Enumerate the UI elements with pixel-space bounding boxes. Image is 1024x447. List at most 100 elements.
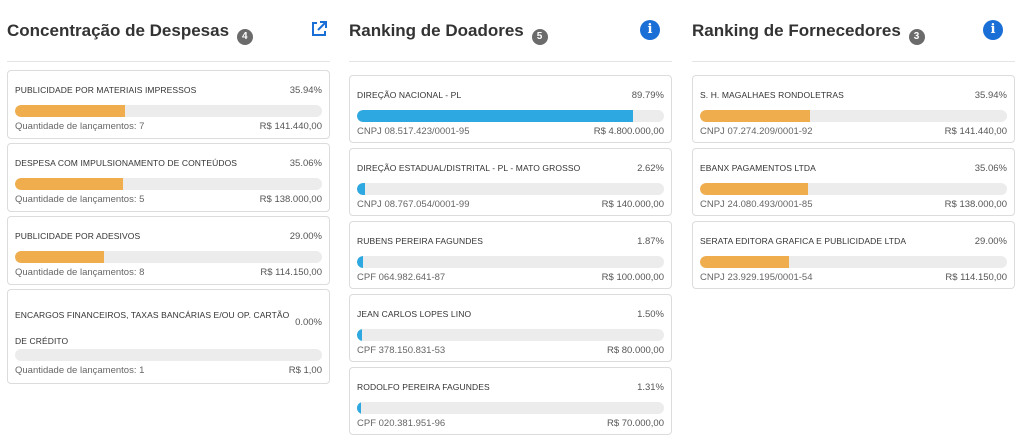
card-name: SERATA EDITORA GRAFICA E PUBLICIDADE LTD… [700, 236, 907, 246]
external-link-icon[interactable] [310, 20, 330, 40]
doadores-title-text: Ranking de Doadores [349, 21, 524, 40]
doador-card: RUBENS PEREIRA FAGUNDES 1.87% CPF 064.98… [349, 221, 672, 289]
card-percent: 29.00% [974, 236, 1007, 247]
progress-fill [15, 251, 105, 263]
doadores-title: Ranking de Doadores 5 [349, 21, 548, 45]
card-document: CPF 020.381.951-96 [357, 418, 446, 429]
card-name: DESPESA COM IMPULSIONAMENTO DE CONTEÚDOS [15, 158, 238, 168]
doadores-count-badge: 5 [531, 29, 548, 45]
progress-bar [357, 402, 664, 414]
card-amount: R$ 4.800.000,00 [593, 126, 664, 137]
card-percent: 35.94% [289, 85, 322, 96]
doador-card: DIREÇÃO ESTADUAL/DISTRITAL - PL - MATO G… [349, 148, 672, 216]
card-amount: R$ 114.150,00 [260, 267, 322, 278]
card-amount: R$ 1,00 [288, 365, 322, 376]
card-document: CPF 064.982.641-87 [357, 272, 446, 283]
card-name: DIREÇÃO ESTADUAL/DISTRITAL - PL - MATO G… [357, 163, 581, 173]
despesas-title: Concentração de Despesas 4 [7, 21, 253, 45]
card-name: S. H. MAGALHAES RONDOLETRAS [700, 90, 844, 100]
progress-fill [700, 110, 811, 122]
card-document: CNPJ 08.767.054/0001-99 [357, 199, 470, 210]
progress-fill [700, 256, 790, 268]
card-percent: 89.79% [631, 90, 664, 101]
progress-fill [15, 178, 123, 190]
card-name: PUBLICIDADE POR MATERIAIS IMPRESSOS [15, 85, 197, 95]
card-document: CNPJ 08.517.423/0001-95 [357, 126, 470, 137]
doador-card: JEAN CARLOS LOPES LINO 1.50% CPF 378.150… [349, 294, 672, 362]
progress-bar [700, 183, 1007, 195]
despesa-card: PUBLICIDADE POR ADESIVOS 29.00% Quantida… [7, 216, 330, 285]
progress-bar [15, 105, 322, 117]
card-percent: 0.00% [295, 317, 322, 328]
card-name: JEAN CARLOS LOPES LINO [357, 309, 472, 319]
card-name: RUBENS PEREIRA FAGUNDES [357, 236, 484, 246]
fornecedores-title: Ranking de Fornecedores 3 [692, 21, 925, 45]
progress-bar [15, 251, 322, 263]
card-percent: 35.94% [974, 90, 1007, 101]
card-name: ENCARGOS FINANCEIROS, TAXAS BANCÁRIAS E/… [15, 310, 290, 346]
progress-fill [357, 110, 633, 122]
despesa-card: ENCARGOS FINANCEIROS, TAXAS BANCÁRIAS E/… [7, 289, 330, 384]
fornecedor-card: EBANX PAGAMENTOS LTDA 35.06% CNPJ 24.080… [692, 148, 1015, 216]
card-name: PUBLICIDADE POR ADESIVOS [15, 231, 141, 241]
card-amount: R$ 100.000,00 [601, 272, 664, 283]
card-name: DIREÇÃO NACIONAL - PL [357, 90, 462, 100]
progress-fill [357, 329, 362, 341]
doadores-panel: Ranking de Doadores 5 i [349, 0, 672, 62]
card-document: CNPJ 07.274.209/0001-92 [700, 126, 813, 137]
doador-card: RODOLFO PEREIRA FAGUNDES 1.31% CPF 020.3… [349, 367, 672, 435]
progress-bar [700, 256, 1007, 268]
despesas-header: Concentração de Despesas 4 [7, 0, 330, 62]
despesas-count-badge: 4 [236, 29, 253, 45]
card-count: Quantidade de lançamentos: 7 [15, 121, 145, 132]
progress-bar [15, 349, 322, 361]
progress-bar [357, 110, 664, 122]
card-percent: 1.31% [637, 382, 664, 393]
card-amount: R$ 138.000,00 [944, 199, 1007, 210]
card-percent: 35.06% [289, 158, 322, 169]
card-document: CNPJ 23.929.195/0001-54 [700, 272, 813, 283]
doadores-header: Ranking de Doadores 5 i [349, 0, 672, 62]
card-amount: R$ 141.440,00 [259, 121, 322, 132]
card-count: Quantidade de lançamentos: 8 [15, 267, 145, 278]
card-amount: R$ 141.440,00 [944, 126, 1007, 137]
card-amount: R$ 114.150,00 [945, 272, 1007, 283]
card-amount: R$ 70.000,00 [606, 418, 664, 429]
despesa-card: PUBLICIDADE POR MATERIAIS IMPRESSOS 35.9… [7, 70, 330, 139]
fornecedor-card: S. H. MAGALHAES RONDOLETRAS 35.94% CNPJ … [692, 75, 1015, 143]
progress-fill [15, 105, 126, 117]
progress-fill [357, 402, 362, 414]
progress-bar [357, 183, 664, 195]
card-name: RODOLFO PEREIRA FAGUNDES [357, 382, 490, 392]
card-amount: R$ 140.000,00 [601, 199, 664, 210]
despesa-card: DESPESA COM IMPULSIONAMENTO DE CONTEÚDOS… [7, 143, 330, 212]
info-icon[interactable]: i [983, 20, 1003, 40]
progress-bar [357, 329, 664, 341]
despesas-title-text: Concentração de Despesas [7, 21, 230, 40]
card-document: CNPJ 24.080.493/0001-85 [700, 199, 813, 210]
progress-bar [15, 178, 322, 190]
info-icon[interactable]: i [640, 20, 660, 40]
progress-bar [357, 256, 664, 268]
fornecedores-count-badge: 3 [908, 29, 925, 45]
fornecedores-header: Ranking de Fornecedores 3 i [692, 0, 1015, 62]
progress-bar [700, 110, 1007, 122]
card-amount: R$ 138.000,00 [259, 194, 322, 205]
card-percent: 2.62% [637, 163, 664, 174]
fornecedores-title-text: Ranking de Fornecedores [692, 21, 901, 40]
progress-fill [357, 256, 363, 268]
despesas-panel: Concentração de Despesas 4 [7, 0, 330, 62]
card-percent: 29.00% [289, 231, 322, 242]
progress-fill [357, 183, 366, 195]
progress-fill [700, 183, 808, 195]
card-count: Quantidade de lançamentos: 5 [15, 194, 145, 205]
fornecedores-panel: Ranking de Fornecedores 3 i [692, 0, 1015, 62]
card-percent: 35.06% [974, 163, 1007, 174]
card-document: CPF 378.150.831-53 [357, 345, 446, 356]
card-amount: R$ 80.000,00 [606, 345, 664, 356]
doador-card: DIREÇÃO NACIONAL - PL 89.79% CNPJ 08.517… [349, 75, 672, 143]
card-percent: 1.50% [637, 309, 664, 320]
card-name: EBANX PAGAMENTOS LTDA [700, 163, 816, 173]
fornecedor-card: SERATA EDITORA GRAFICA E PUBLICIDADE LTD… [692, 221, 1015, 289]
card-count: Quantidade de lançamentos: 1 [15, 365, 145, 376]
